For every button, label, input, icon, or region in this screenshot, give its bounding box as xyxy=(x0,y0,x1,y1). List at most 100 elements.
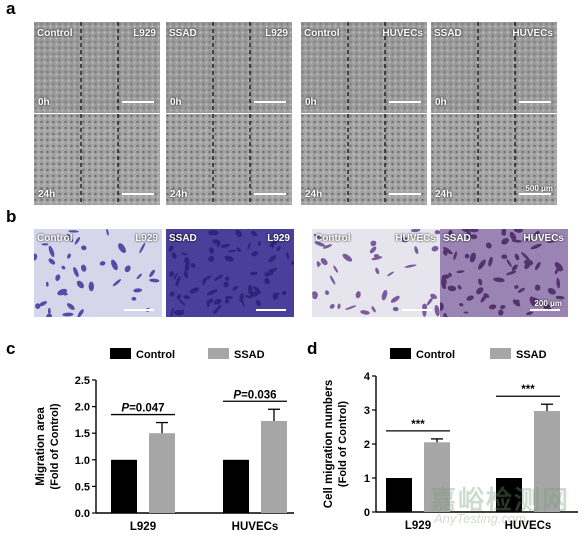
significance-label: P=0.036 xyxy=(233,389,276,401)
tile-cell-line-label: HUVECs xyxy=(512,28,553,39)
legend-label: SSAD xyxy=(516,349,547,361)
y-tick-label: 0.0 xyxy=(75,508,90,520)
tile-time-label: 24h xyxy=(170,189,188,200)
panel-label-a: a xyxy=(6,0,16,18)
scale-bar xyxy=(254,193,286,195)
scratch-tile: 24h xyxy=(166,114,292,205)
tile-group-label: SSAD xyxy=(169,28,197,39)
micrograph-texture xyxy=(166,22,292,113)
watermark-cn: 嘉峪检测网 xyxy=(430,486,571,516)
scale-label: 500 μm xyxy=(525,184,553,193)
bar xyxy=(386,478,412,512)
watermark: 嘉峪检测网 AnyTesting.com xyxy=(430,480,570,526)
stain-tile: SSAD L929 xyxy=(166,229,294,317)
scale-bar xyxy=(124,309,154,311)
tile-time-label: 24h xyxy=(305,189,323,200)
y-tick-label: 4 xyxy=(364,371,371,383)
y-tick-label: 2.5 xyxy=(75,375,90,387)
tile-cell-line-label: L929 xyxy=(265,28,288,39)
y-tick-label: 1.5 xyxy=(75,428,90,440)
panel-label-c: c xyxy=(6,339,16,358)
stain-texture xyxy=(34,229,162,317)
stain-group-label: SSAD xyxy=(169,233,197,244)
bar xyxy=(149,433,175,513)
scale-bar xyxy=(256,309,286,311)
stain-cell-line-label: HUVECs xyxy=(523,233,564,244)
stain-tile: Control L929 xyxy=(34,229,162,317)
y-tick-label: 1.0 xyxy=(75,455,90,467)
scratch-tile: 24h 500 μm xyxy=(431,114,557,205)
x-tick-label: HUVECs xyxy=(505,520,552,532)
significance-label: P=0.047 xyxy=(121,403,164,415)
significance-label: *** xyxy=(411,419,425,431)
scratch-tile: SSAD HUVECs 0h xyxy=(431,22,557,113)
stain-texture xyxy=(166,229,294,317)
x-tick-label: HUVECs xyxy=(232,521,279,533)
y-tick-label: 1 xyxy=(364,473,370,485)
scratch-tile: Control L929 0h xyxy=(34,22,160,113)
y-axis-label-2: (Fold of Control) xyxy=(337,401,349,487)
scale-label: 200 μm xyxy=(534,299,562,308)
micrograph-texture xyxy=(34,22,160,113)
scratch-tile: SSAD L929 0h xyxy=(166,22,292,113)
y-tick-label: 2.0 xyxy=(75,402,90,414)
tile-group-label: Control xyxy=(304,28,340,39)
scratch-tile: 24h xyxy=(301,114,427,205)
tile-time-label: 24h xyxy=(435,189,453,200)
bar xyxy=(223,459,249,513)
scale-bar xyxy=(122,101,154,103)
scale-bar xyxy=(519,193,551,195)
stain-group-label: SSAD xyxy=(443,233,471,244)
y-tick-label: 0.5 xyxy=(75,481,90,493)
scale-bar xyxy=(402,309,432,311)
micrograph-texture xyxy=(34,114,160,205)
stain-group-label: Control xyxy=(315,233,351,244)
micrograph-texture xyxy=(166,114,292,205)
legend-swatch xyxy=(208,348,229,359)
scale-bar xyxy=(519,101,551,103)
y-axis-label: Cell migration numbers xyxy=(323,380,335,508)
legend-label: SSAD xyxy=(234,349,265,361)
bar xyxy=(261,420,287,513)
legend-label: Control xyxy=(136,349,175,361)
x-tick-label: L929 xyxy=(130,521,156,533)
scale-bar xyxy=(254,101,286,103)
scale-bar xyxy=(389,193,421,195)
micrograph-texture xyxy=(301,22,427,113)
p-symbol: P xyxy=(233,389,241,401)
micrograph-texture xyxy=(431,22,557,113)
tile-group-label: Control xyxy=(37,28,73,39)
tile-time-label: 0h xyxy=(170,97,182,108)
panel-label-d: d xyxy=(307,339,318,358)
tile-cell-line-label: L929 xyxy=(133,28,156,39)
p-value: =0.036 xyxy=(241,389,277,401)
bar xyxy=(111,459,137,513)
scale-bar xyxy=(389,101,421,103)
stain-cell-line-label: HUVECs xyxy=(395,233,436,244)
p-value: *** xyxy=(411,419,425,431)
tile-time-label: 24h xyxy=(38,189,56,200)
p-value: =0.047 xyxy=(129,403,165,415)
p-symbol: P xyxy=(121,403,129,415)
stain-cell-line-label: L929 xyxy=(135,233,158,244)
y-axis-label: Migration area xyxy=(35,407,47,486)
y-tick-label: 3 xyxy=(364,405,370,417)
tile-group-label: SSAD xyxy=(434,28,462,39)
significance-label: *** xyxy=(521,384,535,396)
scale-bar xyxy=(122,193,154,195)
y-tick-label: 2 xyxy=(364,439,370,451)
scratch-tile: 24h xyxy=(34,114,160,205)
watermark-en: AnyTesting.com xyxy=(434,511,527,526)
stain-texture xyxy=(312,229,440,317)
stain-texture xyxy=(440,229,568,317)
bar xyxy=(496,478,522,512)
tile-time-label: 0h xyxy=(305,97,317,108)
micrograph-texture xyxy=(431,114,557,205)
stain-tile: Control HUVECs xyxy=(312,229,440,317)
tile-time-label: 0h xyxy=(38,97,50,108)
legend-swatch xyxy=(390,348,411,359)
legend-swatch xyxy=(490,348,511,359)
bar xyxy=(424,442,450,512)
legend-swatch xyxy=(110,348,131,359)
micrograph-texture xyxy=(301,114,427,205)
